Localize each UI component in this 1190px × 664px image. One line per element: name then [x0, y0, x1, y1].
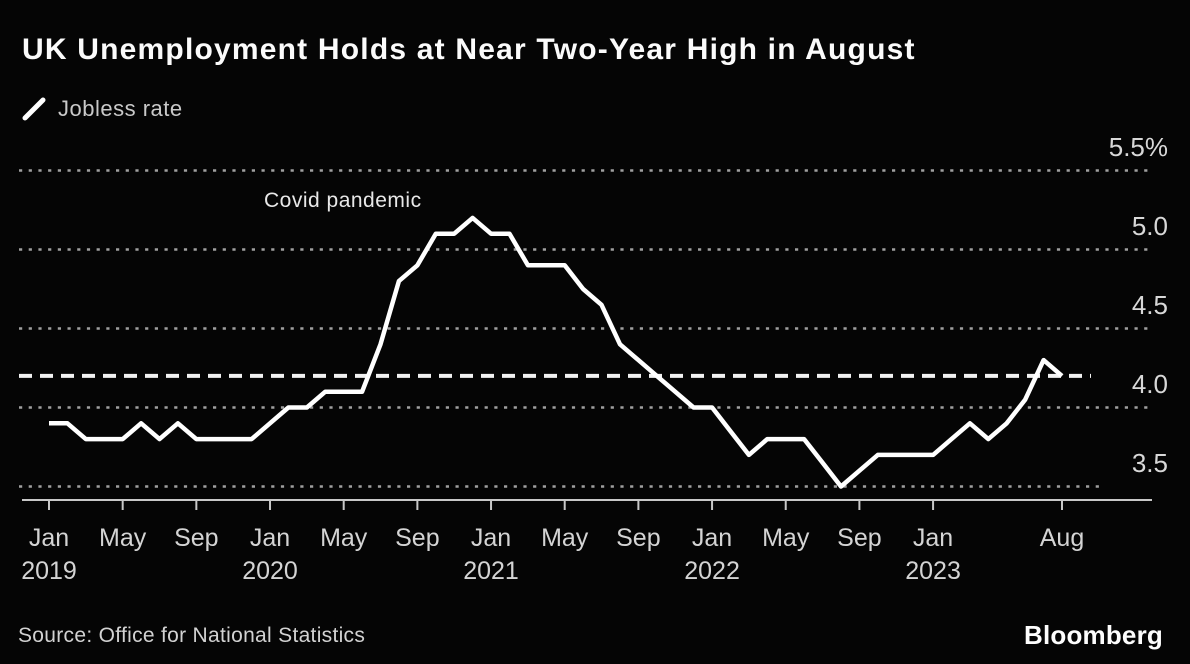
x-axis-month-label: Jan	[691, 524, 733, 552]
source-credit: Source: Office for National Statistics	[18, 624, 366, 647]
x-axis-month-label: Sep	[174, 524, 219, 552]
y-axis-label: 4.5	[1131, 289, 1168, 320]
x-axis-month-label: Jan	[470, 524, 512, 552]
x-axis-month-label: May	[541, 524, 589, 552]
x-axis-month-label: Sep	[395, 524, 440, 552]
y-axis-label: 3.5	[1131, 447, 1168, 478]
x-axis-month-label: Jan	[249, 524, 291, 552]
x-axis-year-label: 2023	[905, 557, 961, 585]
x-axis-month-label: May	[320, 524, 368, 552]
jobless-rate-line	[49, 215, 1064, 489]
x-axis-month-label: Sep	[616, 524, 661, 552]
chart-title: UK Unemployment Holds at Near Two-Year H…	[22, 33, 916, 66]
x-axis-month-label: Sep	[837, 524, 882, 552]
y-axis-label: 5.0	[1131, 210, 1168, 241]
legend: Jobless rate	[22, 96, 183, 122]
line-series-swatch-icon	[22, 97, 46, 121]
y-axis-label: 4.0	[1131, 368, 1168, 399]
x-axis-month-label: Aug	[1039, 524, 1085, 552]
bloomberg-logo: Bloomberg	[1023, 620, 1163, 650]
y-axis-label: 5.5%	[1108, 131, 1168, 162]
x-axis-year-label: 2022	[684, 557, 740, 585]
x-axis-year-label: 2019	[21, 557, 77, 585]
x-axis-year-label: 2021	[463, 557, 519, 585]
covid-annotation: Covid pandemic	[264, 189, 422, 212]
legend-label: Jobless rate	[58, 96, 183, 121]
x-axis-month-label: Jan	[28, 524, 70, 552]
x-axis-month-label: May	[99, 524, 147, 552]
x-axis-year-label: 2020	[242, 557, 298, 585]
x-axis-month-label: May	[762, 524, 810, 552]
x-axis-month-label: Jan	[912, 524, 954, 552]
